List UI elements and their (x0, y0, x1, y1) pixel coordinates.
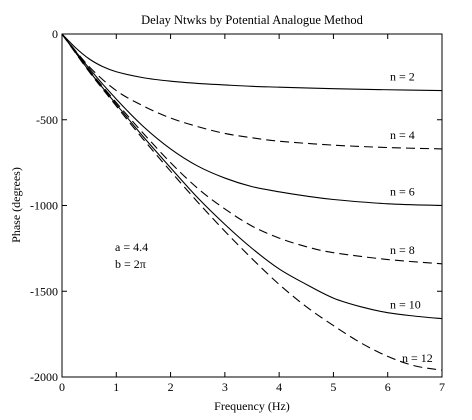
x-tick-label: 5 (330, 380, 336, 394)
plot-frame (61, 33, 443, 378)
y-axis-label: Phase (degrees) (9, 167, 23, 243)
x-tick-label: 2 (168, 380, 174, 394)
curve-n-8 (61, 33, 443, 265)
y-tick-label: -1000 (30, 199, 58, 213)
x-tick-label: 0 (59, 380, 65, 394)
curve-label: n = 2 (390, 70, 415, 84)
curve-label: n = 8 (390, 243, 415, 257)
curve-labels: n = 2 n = 4 n = 6 n = 8 n = 10 n = 12 (390, 70, 433, 366)
curve-n-10 (61, 33, 443, 320)
curve-n-12 (61, 33, 443, 371)
x-tick-label: 7 (439, 380, 445, 394)
annotation-b: b = 2π (115, 257, 146, 271)
curves (61, 33, 443, 371)
y-tick-label: -2000 (30, 370, 58, 384)
curve-label: n = 12 (402, 351, 433, 365)
axis-ticks: 0 1 2 3 4 5 6 7 0 -500 -1000 -1500 -2000 (30, 27, 445, 394)
x-tick-label: 3 (222, 380, 228, 394)
x-tick-label: 4 (276, 380, 282, 394)
x-tick-label: 6 (385, 380, 391, 394)
curve-n-2 (61, 33, 443, 92)
curve-label: n = 6 (390, 185, 415, 199)
chart-title: Delay Ntwks by Potential Analogue Method (141, 13, 364, 27)
curve-n-6 (61, 33, 443, 207)
x-tick-label: 1 (113, 380, 119, 394)
curve-label: n = 4 (390, 128, 415, 142)
y-tick-label: 0 (52, 27, 58, 41)
x-axis-label: Frequency (Hz) (214, 399, 290, 413)
curve-n-4 (61, 33, 443, 150)
y-tick-label: -1500 (30, 284, 58, 298)
curve-label: n = 10 (390, 298, 421, 312)
y-tick-label: -500 (36, 113, 58, 127)
annotation-a: a = 4.4 (115, 240, 148, 254)
